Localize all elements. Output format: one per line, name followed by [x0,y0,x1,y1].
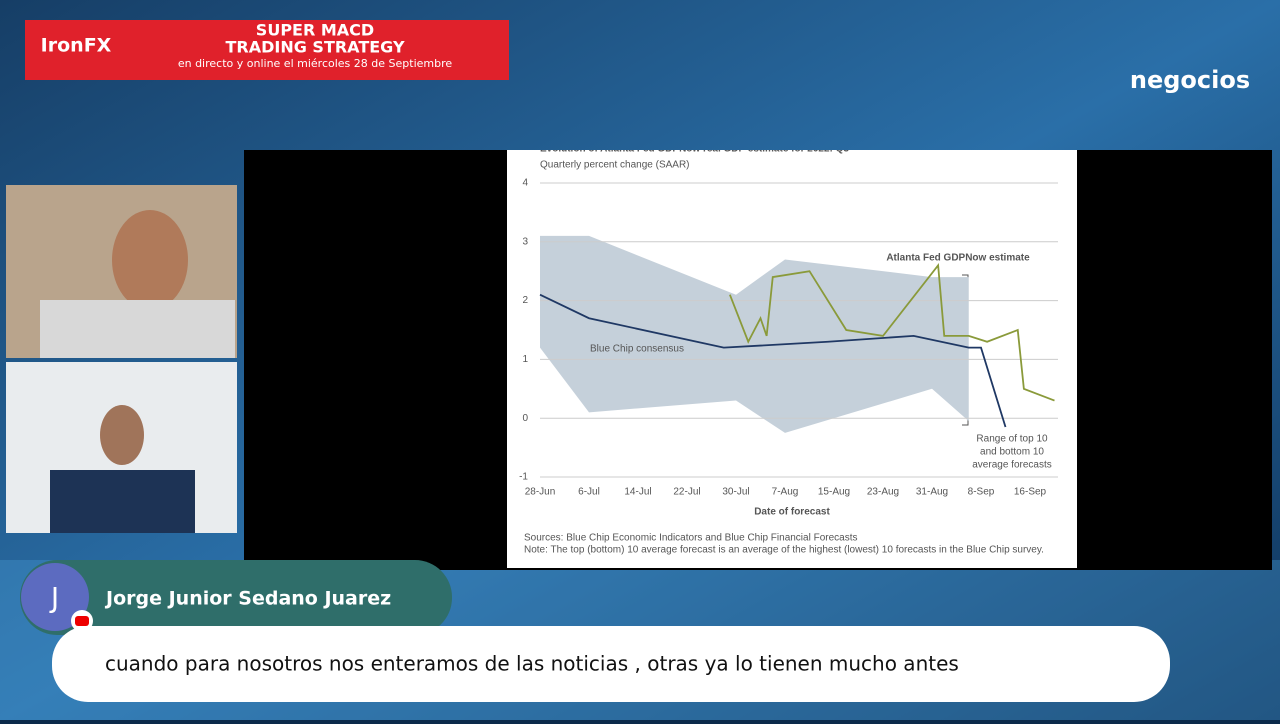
chat-message: cuando para nosotros nos enteramos de la… [105,652,959,676]
chart-title: Evolution of Atlanta Fed GDPNow real GDP… [540,144,849,155]
y-tick-label: 4 [522,178,528,189]
banner[interactable] [25,20,509,80]
range-label: average forecasts [972,460,1052,471]
range-label: and bottom 10 [980,447,1044,458]
banner-subtitle: en directo y online el miércoles 28 de S… [178,57,453,70]
x-tick-label: 22-Jul [673,487,700,498]
youtube-icon [75,616,89,626]
series-label: Blue Chip consensus [590,344,684,355]
x-tick-label: 23-Aug [867,487,899,498]
series-label: Atlanta Fed GDPNow estimate [886,253,1030,264]
x-axis-label: Date of forecast [754,507,830,518]
webcam-person [100,405,144,465]
banner-brand: IronFX [41,35,112,57]
webcam-person [112,210,188,310]
range-label: Range of top 10 [976,434,1048,445]
webcam-person [40,300,235,358]
logo: negocios [1130,66,1250,94]
x-tick-label: 16-Sep [1014,487,1047,498]
x-tick-label: 14-Jul [624,487,651,498]
y-tick-label: 0 [522,413,528,424]
chat-author-bar [20,560,452,635]
chart: Evolution of Atlanta Fed GDPNow real GDP… [519,144,1058,556]
chart-note: Note: The top (bottom) 10 average foreca… [524,545,1044,556]
y-tick-label: 3 [522,236,528,247]
y-tick-label: -1 [519,472,528,483]
webcam-person [50,470,195,533]
x-tick-label: 6-Jul [578,487,600,498]
x-tick-label: 28-Jun [525,487,556,498]
chart-subtitle: Quarterly percent change (SAAR) [540,160,690,171]
x-tick-label: 7-Aug [772,487,799,498]
x-tick-label: 8-Sep [968,487,995,498]
chat-avatar[interactable] [21,563,89,631]
y-tick-label: 2 [522,295,528,306]
x-tick-label: 15-Aug [818,487,850,498]
series-line [539,293,1007,428]
series-line [729,262,1055,402]
chat-avatar-letter: J [49,581,59,614]
banner-title: SUPER MACD [256,21,374,40]
x-tick-label: 30-Jul [722,487,749,498]
chat-message-box [52,626,1170,702]
y-tick-label: 1 [522,354,528,365]
forecast-range [540,235,969,433]
banner-title: TRADING STRATEGY [225,38,404,57]
chat-author: Jorge Junior Sedano Juarez [104,588,391,610]
chart-sources: Sources: Blue Chip Economic Indicators a… [524,533,858,544]
x-tick-label: 31-Aug [916,487,948,498]
